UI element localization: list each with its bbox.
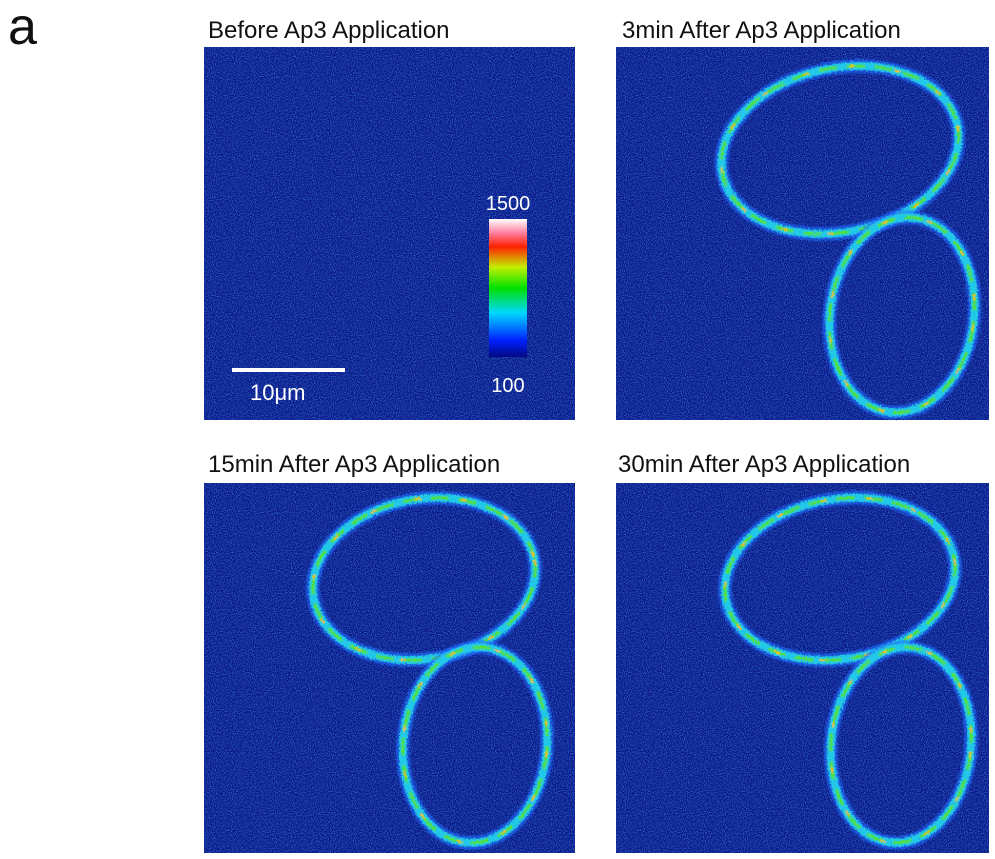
figure: a Before Ap3 Application 3min After Ap3 …: [0, 0, 995, 854]
micrograph: [616, 480, 989, 853]
colorbar-min: 100: [491, 375, 524, 397]
colorbar-max: 1500: [486, 193, 531, 215]
micrograph: [616, 45, 989, 422]
panel-title: Before Ap3 Application: [208, 17, 450, 44]
panel-title: 30min After Ap3 Application: [618, 451, 910, 478]
micrographs: [204, 45, 989, 853]
scale-bar-label: 10μm: [250, 380, 305, 405]
panel-label: a: [8, 0, 37, 56]
colorbar: [489, 219, 527, 357]
panel-title: 3min After Ap3 Application: [622, 17, 901, 44]
panel-title: 15min After Ap3 Application: [208, 451, 500, 478]
image-background: [616, 483, 989, 853]
micrograph: [204, 481, 575, 853]
